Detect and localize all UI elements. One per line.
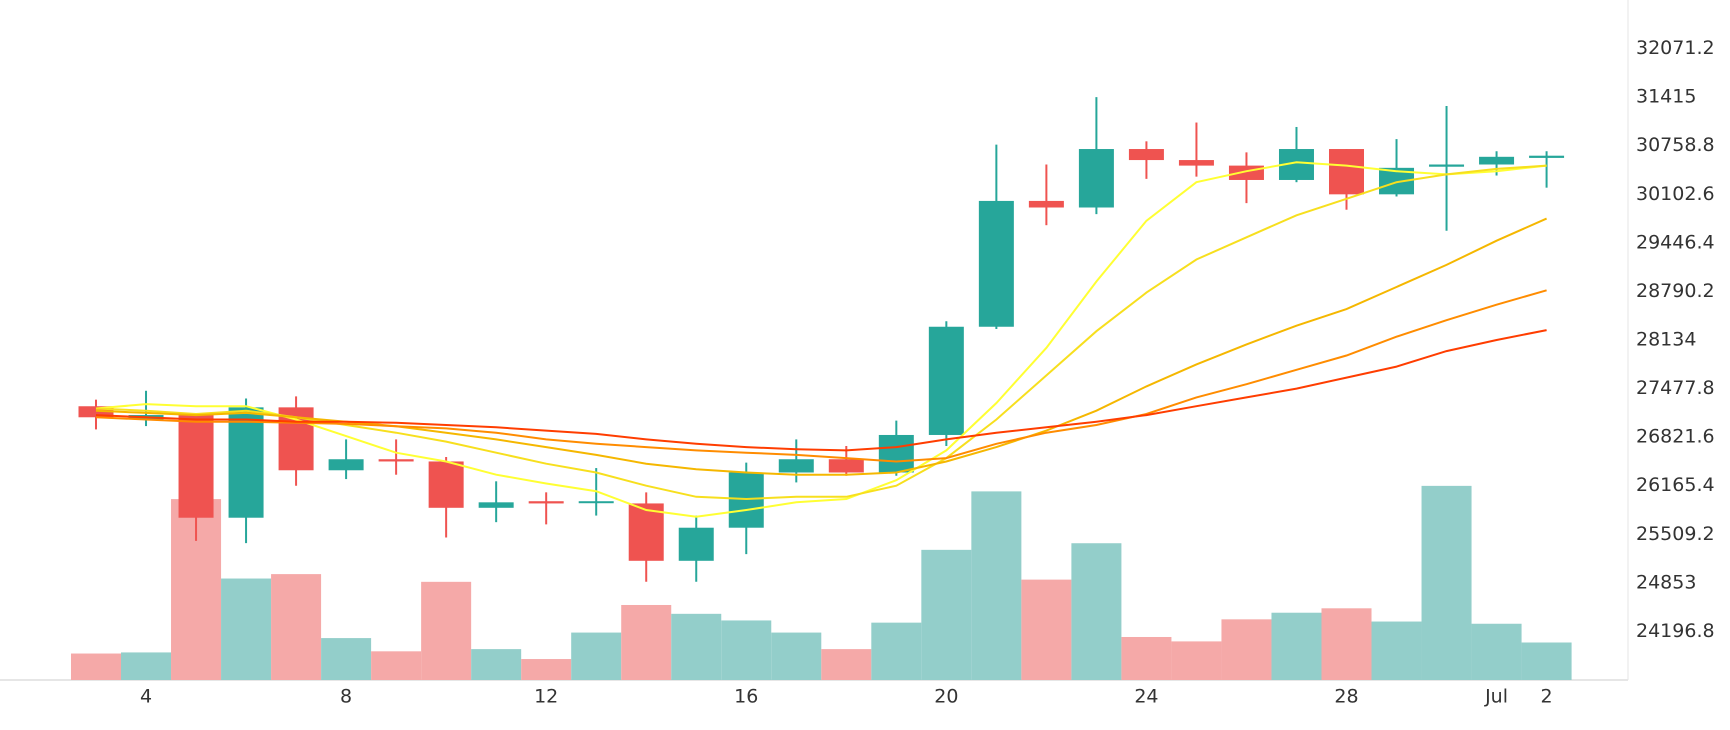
moving-average-line (95, 161, 1547, 518)
volume-bar (1471, 623, 1522, 680)
volume-bar (70, 653, 122, 680)
candle-body (1028, 200, 1064, 208)
candle-body (678, 527, 714, 561)
candle-body (878, 434, 914, 473)
volume-bar (1021, 579, 1072, 680)
x-tick-label: 20 (934, 686, 958, 708)
x-tick-label: 12 (534, 686, 558, 708)
moving-average-line (95, 217, 1548, 476)
x-tick-label: 4 (140, 686, 152, 708)
volume-bar (971, 491, 1022, 680)
volume-bar (421, 581, 472, 680)
labels-layer: 32071.2 31415 30758.8 30102.6 29446.4 28790.2… (140, 37, 1715, 707)
y-tick-label: 31415 (1636, 86, 1696, 108)
volume-bar (521, 659, 572, 680)
candles-layer (78, 97, 1565, 582)
volume-bar (671, 613, 722, 680)
moving-average-line (95, 289, 1547, 463)
candle-body (228, 407, 264, 518)
volume-bar (571, 632, 622, 680)
candle-body (628, 503, 664, 561)
candle-body (978, 200, 1014, 327)
volume-bar (1521, 642, 1572, 680)
y-tick-label: 29446.4 (1636, 231, 1715, 253)
candle-body (928, 326, 964, 435)
volume-bar (1371, 621, 1422, 680)
x-tick-label: 8 (340, 686, 352, 708)
volume-layer (70, 485, 1572, 680)
candle-body (528, 501, 564, 504)
candle-body (1329, 149, 1364, 195)
moving-average-line (95, 329, 1547, 452)
candle-body (728, 472, 764, 528)
volume-bar (921, 549, 972, 680)
y-tick-label: 27477.8 (1636, 377, 1715, 399)
y-tick-label: 26165.4 (1636, 474, 1715, 496)
volume-bar (1271, 612, 1322, 680)
candle-body (378, 459, 414, 462)
y-tick-label: 28790.2 (1636, 280, 1715, 302)
candle-body (78, 406, 114, 418)
candle-body (1078, 149, 1114, 208)
volume-bar (1171, 641, 1222, 680)
candle-body (578, 501, 614, 504)
candle-body (178, 415, 214, 518)
volume-bar (121, 652, 172, 680)
x-tick-label: Jul (1484, 686, 1508, 708)
volume-bar (1071, 543, 1122, 680)
volume-bar (471, 649, 522, 680)
candle-body (478, 502, 514, 508)
volume-bar (271, 574, 322, 680)
candle-body (1128, 149, 1164, 161)
volume-bar (321, 638, 372, 680)
candle-body (1178, 160, 1214, 166)
x-tick-label: 16 (734, 686, 758, 708)
candle-body (1479, 156, 1515, 165)
y-tick-label: 30758.8 (1636, 134, 1715, 156)
y-tick-label: 26821.6 (1636, 426, 1715, 448)
volume-bar (1121, 636, 1172, 680)
candle-body (1228, 165, 1264, 180)
candle-body (828, 459, 864, 473)
x-tick-label: 28 (1334, 686, 1358, 708)
x-tick-label: 24 (1134, 686, 1158, 708)
candle-body (778, 459, 814, 473)
volume-bar (821, 649, 872, 680)
y-tick-label: 32071.2 (1636, 37, 1715, 59)
volume-bar (1421, 485, 1472, 680)
candle-body (428, 461, 464, 508)
volume-bar (371, 651, 422, 680)
y-tick-label: 30102.6 (1636, 183, 1715, 205)
x-tick-label: 2 (1541, 686, 1553, 708)
volume-bar (1321, 608, 1372, 680)
volume-bar (221, 578, 272, 680)
candle-body (328, 459, 364, 471)
candle-body (1429, 164, 1465, 167)
y-tick-label: 25509.2 (1636, 523, 1715, 545)
y-tick-label: 24196.8 (1636, 620, 1715, 642)
y-tick-label: 24853 (1636, 571, 1696, 593)
volume-bar (871, 622, 922, 680)
volume-bar (721, 620, 772, 680)
volume-bar (1221, 619, 1272, 680)
ma-layer (95, 161, 1548, 518)
y-tick-label: 28134 (1636, 329, 1696, 351)
volume-bar (771, 632, 822, 680)
volume-bar (621, 604, 672, 680)
candle-body (1529, 155, 1565, 158)
